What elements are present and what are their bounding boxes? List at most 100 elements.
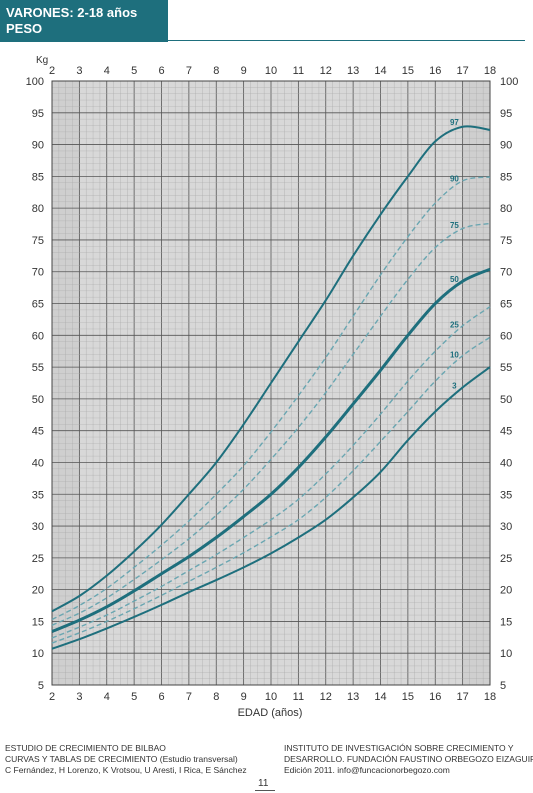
x-tick-label-top: 15 (402, 65, 414, 77)
title-banner: VARONES: 2-18 años PESO (0, 0, 168, 42)
percentile-label-75: 75 (450, 221, 459, 230)
y-tick-label-left: 85 (32, 171, 44, 183)
y-tick-label-right: 25 (500, 553, 512, 565)
y-tick-label-left: 30 (32, 521, 44, 533)
x-tick-label-bottom: 3 (76, 691, 82, 703)
y-tick-label-right: 35 (500, 489, 512, 501)
x-tick-label-bottom: 4 (104, 691, 110, 703)
percentile-label-3: 3 (452, 382, 457, 391)
curve-p50 (51, 267, 491, 633)
y-tick-label-right: 10 (500, 648, 512, 660)
y-tick-label-right: 100 (500, 76, 518, 88)
x-tick-label-top: 8 (213, 65, 219, 77)
y-tick-label-left: 50 (32, 394, 44, 406)
title-line-1: VARONES: 2-18 años (6, 5, 138, 20)
x-tick-label-top: 5 (131, 65, 137, 77)
y-tick-label-left: 45 (32, 426, 44, 438)
footer-right: INSTITUTO DE INVESTIGACIÓN SOBRE CRECIMI… (284, 743, 533, 776)
x-tick-label-bottom: 8 (213, 691, 219, 703)
percentile-label-25: 25 (450, 320, 459, 329)
footer-left-line-1: ESTUDIO DE CRECIMIENTO DE BILBAO (5, 743, 166, 753)
y-tick-label-right: 85 (500, 171, 512, 183)
plot-frame (51, 80, 491, 686)
percentile-label-97: 97 (450, 118, 459, 127)
x-tick-label-top: 6 (158, 65, 164, 77)
y-tick-label-left: 75 (32, 235, 44, 247)
y-tick-label-right: 95 (500, 108, 512, 120)
x-tick-label-top: 7 (186, 65, 192, 77)
y-tick-label-left: 60 (32, 330, 44, 342)
footer-left-line-2: CURVAS Y TABLAS DE CRECIMIENTO (Estudio … (5, 754, 238, 764)
footer-right-line-1: INSTITUTO DE INVESTIGACIÓN SOBRE CRECIMI… (284, 743, 514, 753)
y-tick-label-left: 15 (32, 616, 44, 628)
x-tick-label-bottom: 18 (484, 691, 496, 703)
page-number-rule (255, 790, 275, 791)
weight-chart: 2233445566778899101011111212131314141515… (26, 55, 519, 719)
y-tick-label-right: 5 (500, 680, 506, 692)
page-number: 11 (258, 778, 269, 789)
y-tick-label-left: 65 (32, 299, 44, 311)
x-tick-label-bottom: 2 (49, 691, 55, 703)
y-tick-label-right: 15 (500, 616, 512, 628)
curve-p90 (51, 176, 491, 621)
y-tick-label-left: 80 (32, 203, 44, 215)
y-tick-label-left: 55 (32, 362, 44, 374)
y-axis-label: Kg (36, 55, 48, 66)
curve-p75 (51, 222, 491, 626)
y-tick-label-right: 75 (500, 235, 512, 247)
x-tick-label-top: 9 (241, 65, 247, 77)
x-tick-label-bottom: 6 (158, 691, 164, 703)
x-tick-label-top: 14 (374, 65, 386, 77)
y-tick-label-right: 40 (500, 457, 512, 469)
curve-p97 (51, 125, 491, 613)
y-tick-label-left: 95 (32, 108, 44, 120)
x-tick-label-top: 12 (320, 65, 332, 77)
x-tick-label-top: 11 (293, 65, 304, 77)
x-tick-label-bottom: 14 (374, 691, 386, 703)
x-tick-label-top: 18 (484, 65, 496, 77)
footer-left: ESTUDIO DE CRECIMIENTO DE BILBAO CURVAS … (5, 743, 247, 776)
grid (51, 80, 491, 686)
x-tick-label-bottom: 11 (293, 691, 304, 703)
x-tick-label-bottom: 16 (429, 691, 441, 703)
title-line-2: PESO (6, 21, 43, 36)
x-tick-label-top: 17 (457, 65, 469, 77)
y-tick-label-left: 40 (32, 457, 44, 469)
percentile-label-10: 10 (450, 350, 459, 359)
x-tick-label-top: 2 (49, 65, 55, 77)
x-tick-label-bottom: 12 (320, 691, 332, 703)
percentile-label-50: 50 (450, 275, 459, 284)
y-tick-label-left: 90 (32, 140, 44, 152)
title-rule (168, 40, 525, 41)
y-tick-label-left: 5 (38, 680, 44, 692)
percentile-label-90: 90 (450, 174, 459, 183)
y-tick-label-left: 10 (32, 648, 44, 660)
y-tick-label-right: 65 (500, 299, 512, 311)
y-tick-label-left: 25 (32, 553, 44, 565)
x-tick-label-bottom: 17 (457, 691, 469, 703)
y-tick-label-right: 90 (500, 140, 512, 152)
y-tick-label-left: 100 (26, 76, 44, 88)
x-tick-label-bottom: 5 (131, 691, 137, 703)
curve-p10 (51, 336, 491, 644)
y-tick-label-left: 70 (32, 267, 44, 279)
y-tick-label-right: 20 (500, 585, 512, 597)
y-tick-label-right: 30 (500, 521, 512, 533)
x-tick-label-bottom: 9 (241, 691, 247, 703)
curve-p25 (51, 306, 491, 639)
x-tick-label-top: 16 (429, 65, 441, 77)
x-tick-label-top: 13 (347, 65, 359, 77)
y-tick-label-right: 70 (500, 267, 512, 279)
curve-p3 (51, 366, 491, 650)
percentile-curves (51, 125, 491, 650)
tick-labels: 2233445566778899101011111212131314141515… (26, 65, 519, 703)
x-tick-label-top: 3 (76, 65, 82, 77)
y-tick-label-left: 20 (32, 585, 44, 597)
x-tick-label-bottom: 13 (347, 691, 359, 703)
x-tick-label-bottom: 7 (186, 691, 192, 703)
footer-left-line-3: C Fernández, H Lorenzo, K Vrotsou, U Are… (5, 765, 247, 775)
x-tick-label-top: 4 (104, 65, 110, 77)
footer-right-line-2: DESARROLLO. FUNDACIÓN FAUSTINO ORBEGOZO … (284, 754, 533, 764)
x-axis-label: EDAD (años) (238, 707, 303, 719)
footer-right-line-3: Edición 2011. info@funcacionorbegozo.com (284, 765, 450, 775)
